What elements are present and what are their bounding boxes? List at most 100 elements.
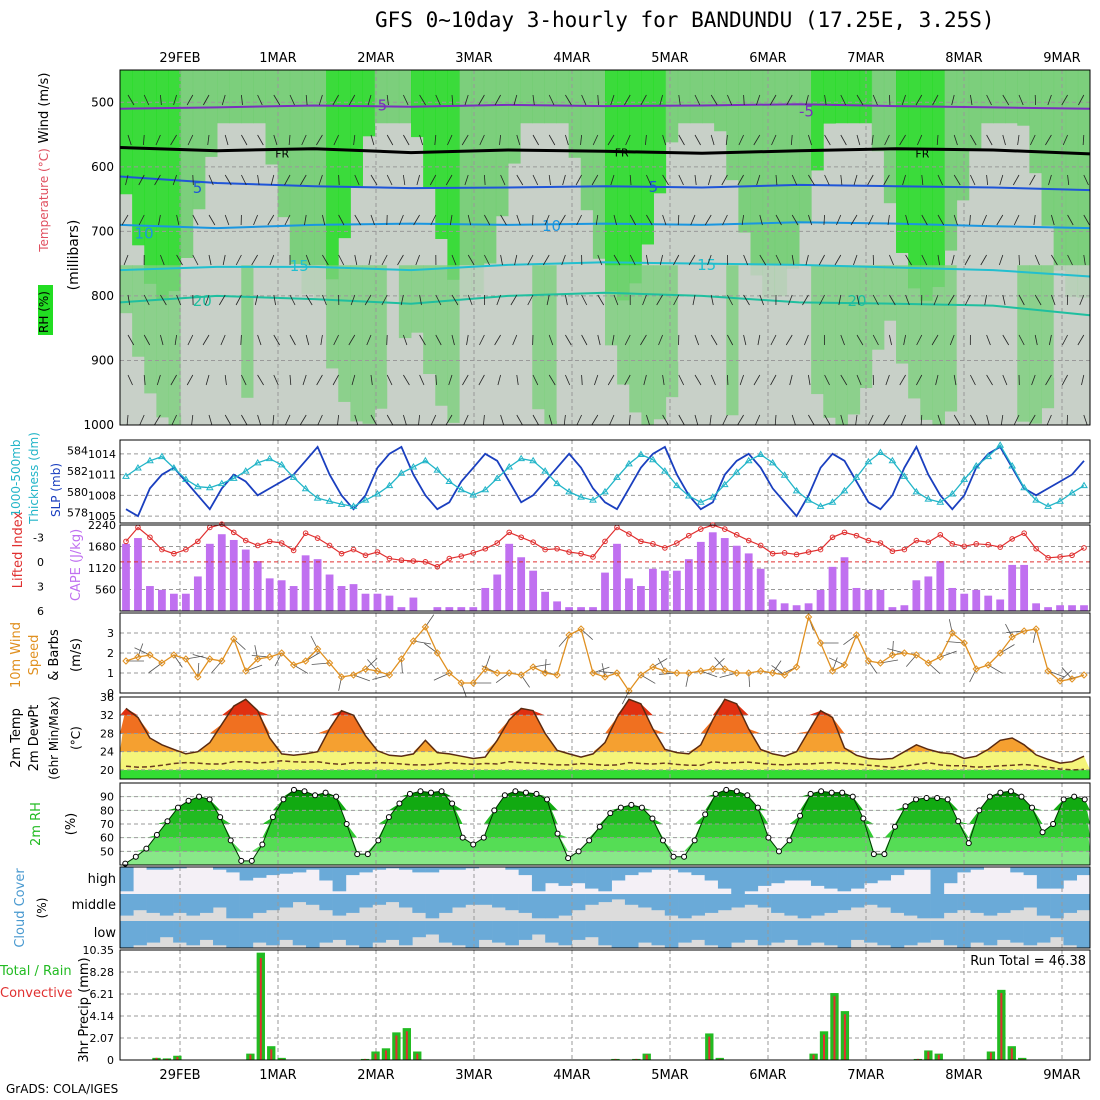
data-point (493, 474, 502, 481)
data-point (385, 814, 392, 821)
data-point (170, 464, 178, 471)
rh-axis-label: (%) (64, 813, 79, 836)
data-point (227, 837, 234, 844)
rh-shade (508, 265, 521, 340)
wind-barb (158, 214, 161, 226)
data-point (732, 468, 741, 475)
panel-frame (119, 866, 1091, 949)
cape-bar (277, 580, 286, 611)
data-point (457, 679, 466, 687)
wind-barb (1018, 294, 1025, 306)
cape-bar (649, 568, 657, 611)
wind-barb (710, 374, 716, 386)
convective-bar (270, 1049, 273, 1060)
rh-shade (702, 265, 715, 352)
wind-barb (595, 214, 599, 226)
cape-bar (708, 532, 717, 611)
data-point (554, 830, 561, 837)
y-tick-label: 10.35 (83, 944, 115, 957)
cape-bar (349, 584, 358, 611)
wind-barb (928, 662, 941, 674)
wind-barb (659, 254, 663, 266)
rh-shade (362, 265, 376, 424)
wind-barb (207, 134, 210, 146)
data-point (182, 655, 190, 663)
data-point (241, 467, 250, 474)
rh-shade (1053, 265, 1067, 378)
data-point (482, 545, 489, 552)
data-point (354, 851, 361, 858)
cape-bar (1068, 605, 1076, 611)
cape-bar (397, 607, 406, 611)
wind-barb (722, 414, 728, 426)
rh-shade (944, 265, 958, 412)
precip-legend-convective: Convective (0, 986, 73, 1001)
cape-bar (517, 557, 526, 611)
date-label-bottom: 4MAR (553, 1068, 590, 1083)
wind-barb (240, 334, 242, 346)
cape-bar (241, 549, 250, 611)
wind-barb (400, 294, 404, 306)
wind-barb (576, 214, 582, 226)
cloud-cell (651, 921, 666, 946)
cloud-cell (465, 921, 480, 948)
cloud-cell (624, 921, 639, 948)
wind-barb (933, 294, 939, 306)
wind-barb (981, 214, 987, 226)
wind-barb (662, 414, 669, 426)
data-point (301, 484, 310, 492)
wind-barb (322, 214, 326, 226)
rh-shade (750, 265, 764, 418)
wind-barb (208, 254, 212, 266)
wind-barb (920, 414, 923, 426)
wind-barb (867, 174, 874, 186)
wind-barb (565, 94, 572, 106)
wind-barb (786, 94, 793, 106)
wind-barb (656, 294, 663, 306)
cloud-cell (864, 894, 878, 905)
rh-shade (1041, 70, 1055, 226)
wind-barb (338, 254, 345, 266)
wind-barb (1082, 134, 1085, 146)
rh-shade (1065, 70, 1079, 297)
cloud-cell (159, 867, 174, 870)
y-tick-label: 700 (91, 224, 114, 238)
y-tick-label: 580 (67, 486, 88, 499)
data-point (277, 460, 286, 468)
cloud-cell (385, 921, 400, 940)
wind-barb (332, 94, 339, 106)
wind-barb (710, 334, 718, 346)
wind-barb (597, 94, 599, 106)
rh-shade (1077, 70, 1091, 298)
data-point (781, 550, 788, 556)
wind-barb (753, 374, 761, 386)
wind-barb (775, 214, 782, 226)
wind-barb (710, 294, 714, 306)
wind-barb (646, 414, 650, 426)
wind-barb (694, 134, 701, 146)
wind-barb (224, 414, 232, 426)
data-point (888, 651, 897, 659)
data-point (586, 837, 593, 844)
cloud-cell (186, 921, 201, 946)
wind-barb (348, 334, 356, 346)
convective-bar (823, 1034, 826, 1060)
data-point (196, 793, 203, 800)
data-point (1008, 633, 1016, 641)
wind-barb (932, 94, 939, 106)
wind-barb (824, 134, 831, 146)
wind-barb (176, 254, 183, 266)
wind-barb (510, 294, 518, 306)
wind-barb (643, 374, 647, 386)
cloud-cell (1010, 894, 1024, 911)
wind-barb (403, 174, 406, 186)
rh-shade (714, 70, 727, 132)
data-point (792, 663, 801, 671)
wind-barb (143, 94, 150, 106)
data-point (723, 786, 730, 793)
rh-shade (908, 265, 921, 399)
wind-barb (532, 174, 539, 186)
cloud-cell (159, 894, 174, 916)
rh-shade (580, 265, 594, 368)
wind-barb (273, 134, 278, 146)
